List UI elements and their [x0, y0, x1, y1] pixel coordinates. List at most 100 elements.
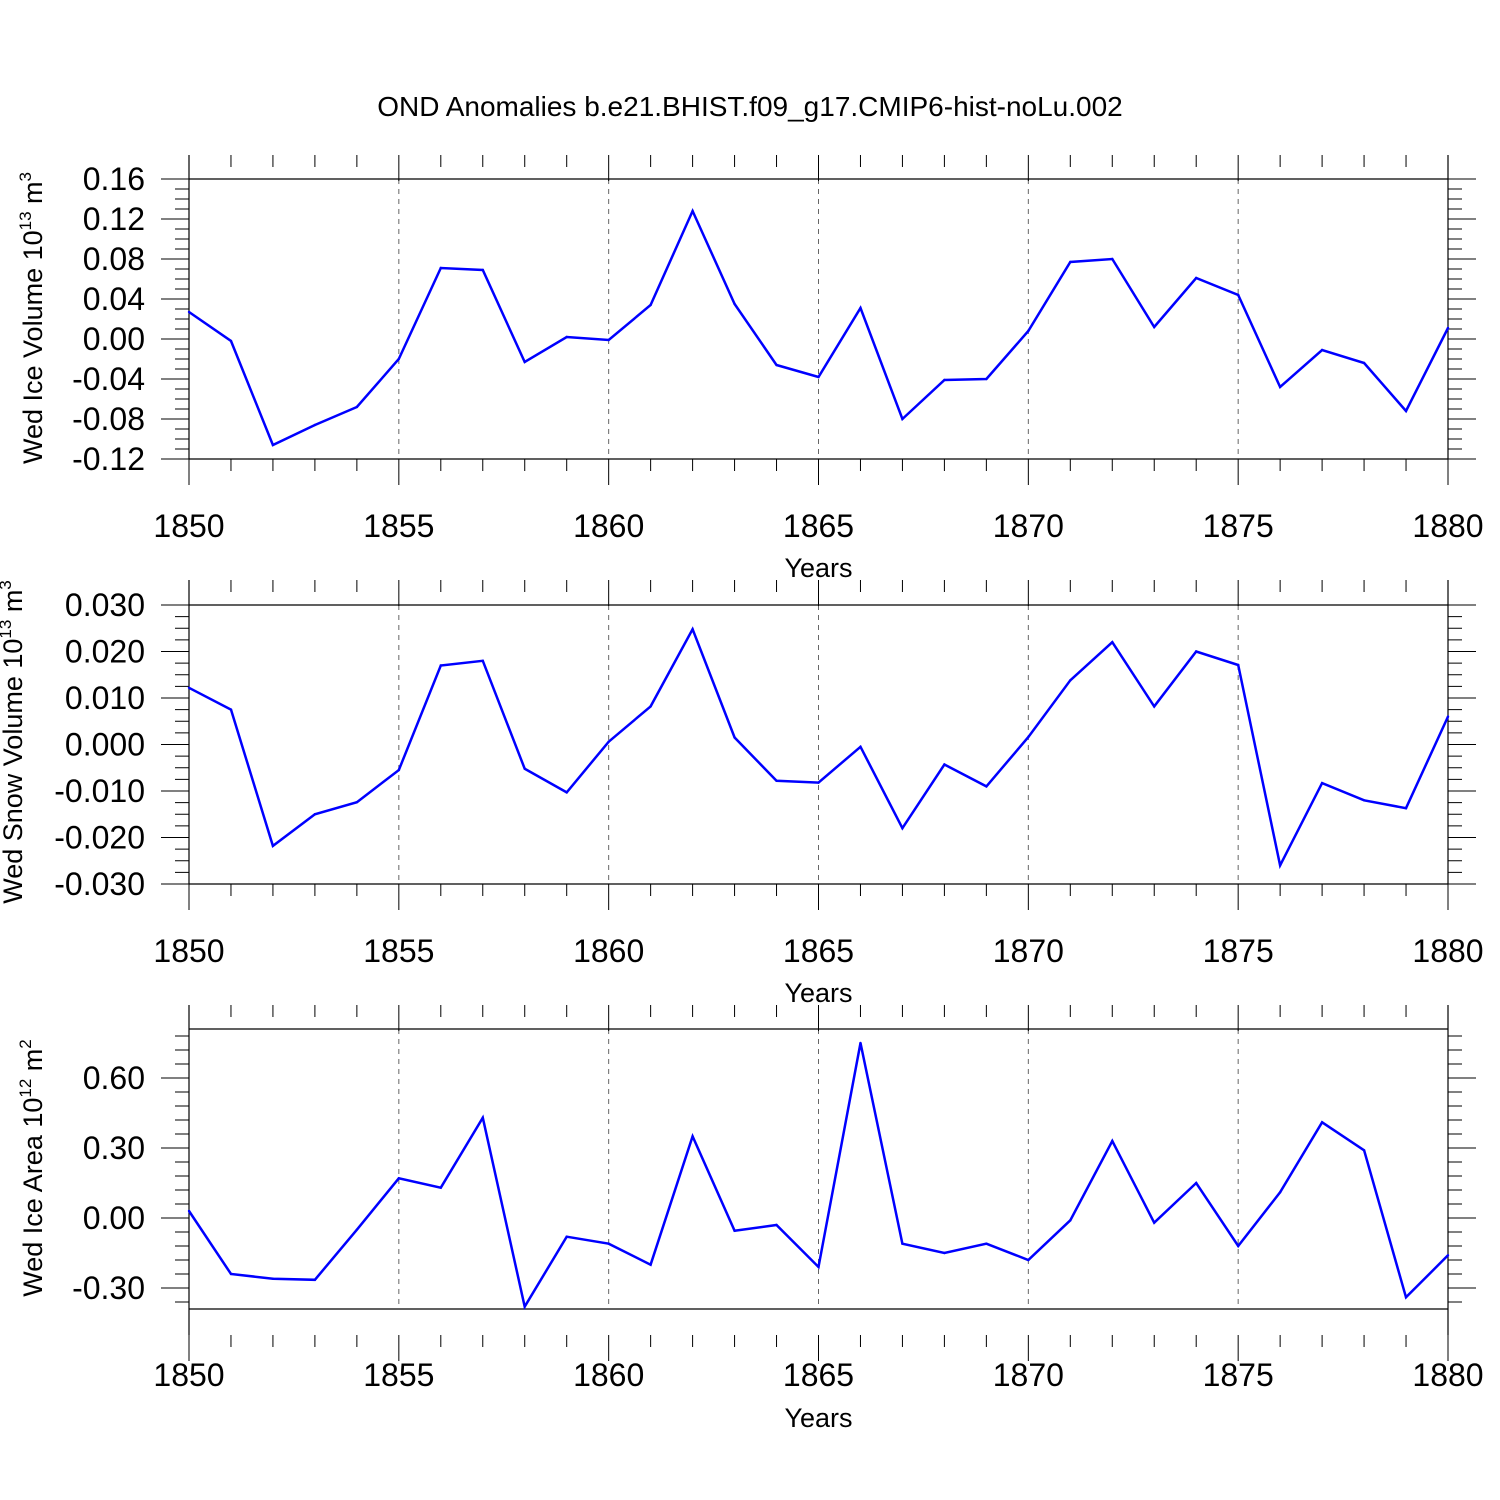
data-point [1446, 715, 1450, 718]
y-tick-label: 0.030 [65, 587, 145, 623]
data-point [229, 1272, 233, 1276]
data-point [901, 827, 904, 830]
data-point [481, 659, 484, 662]
data-point [859, 1041, 862, 1045]
x-tick-label: 1875 [1203, 508, 1274, 544]
x-tick-label: 1850 [153, 933, 224, 969]
data-point [901, 417, 904, 421]
y-axis-label-ylabel-exp: 13 [0, 620, 15, 639]
data-point [1153, 325, 1156, 329]
data-point [523, 1305, 526, 1308]
x-tick-label: 1850 [153, 1357, 224, 1393]
data-point [565, 1235, 568, 1238]
data-point [439, 1186, 442, 1189]
data-point [1111, 641, 1114, 644]
data-point [1195, 650, 1198, 653]
x-tick-label: 1880 [1412, 933, 1483, 969]
y-axis-label-ylabel-unit: m [0, 590, 28, 620]
data-point [985, 377, 988, 381]
y-tick-label: 0.00 [83, 321, 145, 357]
data-point [1320, 1121, 1324, 1124]
data-point [313, 813, 317, 816]
data-point [313, 423, 317, 427]
data-point [817, 781, 820, 784]
y-axis-label-ylabel-main: Wed Ice Area 10 [18, 1098, 48, 1297]
data-point [1153, 1221, 1156, 1224]
x-tick-label: 1870 [993, 933, 1064, 969]
y-tick-label: -0.030 [54, 866, 145, 902]
data-point [1069, 1219, 1072, 1222]
x-tick-label: 1850 [153, 508, 224, 544]
data-point [775, 1223, 778, 1227]
x-tick-label: 1855 [363, 933, 434, 969]
x-tick-label: 1860 [573, 933, 644, 969]
x-tick-label: 1870 [993, 508, 1064, 544]
data-point [649, 705, 652, 708]
data-point [1153, 705, 1156, 708]
data-point [1362, 1149, 1366, 1152]
panel-2: 1850 1855 1860 1865 1870 1875 1880 -0.030 -0.020… [0, 580, 1484, 1008]
data-point [943, 1251, 946, 1255]
data-point [1404, 409, 1408, 413]
y-tick-label: 0.08 [83, 241, 145, 277]
data-point [985, 1242, 988, 1245]
data-point [1236, 293, 1240, 297]
data-point [397, 357, 401, 361]
data-point [355, 405, 359, 409]
data-point [691, 1135, 694, 1138]
data-point [397, 1177, 401, 1180]
x-tick-label: 1870 [993, 1357, 1064, 1393]
data-point [943, 763, 946, 766]
data-point [187, 1209, 191, 1213]
panel-3: 1850 1855 1860 1865 1870 1875 1880 -0.30 0.00 0.3… [16, 1005, 1484, 1433]
y-axis-label-ylabel-main: Wed Ice Volume 10 [18, 230, 48, 464]
panel-1: 1850 1855 1860 1865 1870 1875 1880 -0.12 -0.08 -0… [16, 155, 1484, 583]
data-point [187, 686, 191, 689]
data-point [313, 1278, 317, 1282]
data-point [439, 664, 442, 667]
data-point [691, 209, 694, 213]
x-tick-label: 1855 [363, 1357, 434, 1393]
data-point [1446, 326, 1450, 330]
data-point [355, 800, 359, 804]
data-point [1069, 260, 1072, 264]
data-point [565, 335, 568, 339]
y-axis-label-ylabel-unit: m [18, 1049, 48, 1079]
data-point [565, 791, 568, 794]
data-point [859, 306, 862, 310]
figure-title: OND Anomalies b.e21.BHIST.f09_g17.CMIP6-… [377, 91, 1123, 122]
data-point [733, 736, 736, 739]
y-axis-label-ylabel-main: Wed Snow Volume 10 [0, 639, 28, 904]
data-point [481, 1116, 484, 1119]
y-tick-label: -0.08 [72, 401, 145, 437]
x-tick-label: 1865 [783, 933, 854, 969]
x-axis-label: Years [784, 553, 852, 583]
data-point [1236, 663, 1240, 667]
data-point [271, 1277, 275, 1280]
data-point [1278, 864, 1282, 867]
y-tick-label: 0.04 [83, 281, 145, 317]
data-point [817, 375, 820, 379]
data-point [901, 1242, 904, 1245]
x-axis-label: Years [784, 978, 852, 1008]
y-tick-label: -0.020 [54, 820, 145, 856]
data-point [1278, 385, 1282, 389]
data-point [1278, 1191, 1282, 1194]
y-tick-label: 0.00 [83, 1200, 145, 1236]
data-point [1404, 1296, 1408, 1299]
data-point [733, 1229, 736, 1233]
data-point [355, 1228, 359, 1231]
data-point [775, 779, 778, 782]
data-point [649, 1263, 652, 1266]
data-point [187, 310, 191, 314]
y-axis-label-ylabel-exp: 13 [16, 211, 35, 230]
y-tick-label: 0.30 [83, 1130, 145, 1166]
y-axis-label: Wed Ice Volume 1013 m3 [16, 172, 48, 464]
y-tick-label: -0.12 [72, 441, 145, 477]
data-point [1111, 257, 1114, 261]
y-tick-label: -0.30 [72, 1270, 145, 1306]
y-tick-label: 0.000 [65, 727, 145, 763]
y-axis-label-ylabel-unit-exp: 2 [16, 1039, 35, 1048]
data-point [1362, 799, 1366, 802]
y-tick-label: 0.60 [83, 1060, 145, 1096]
